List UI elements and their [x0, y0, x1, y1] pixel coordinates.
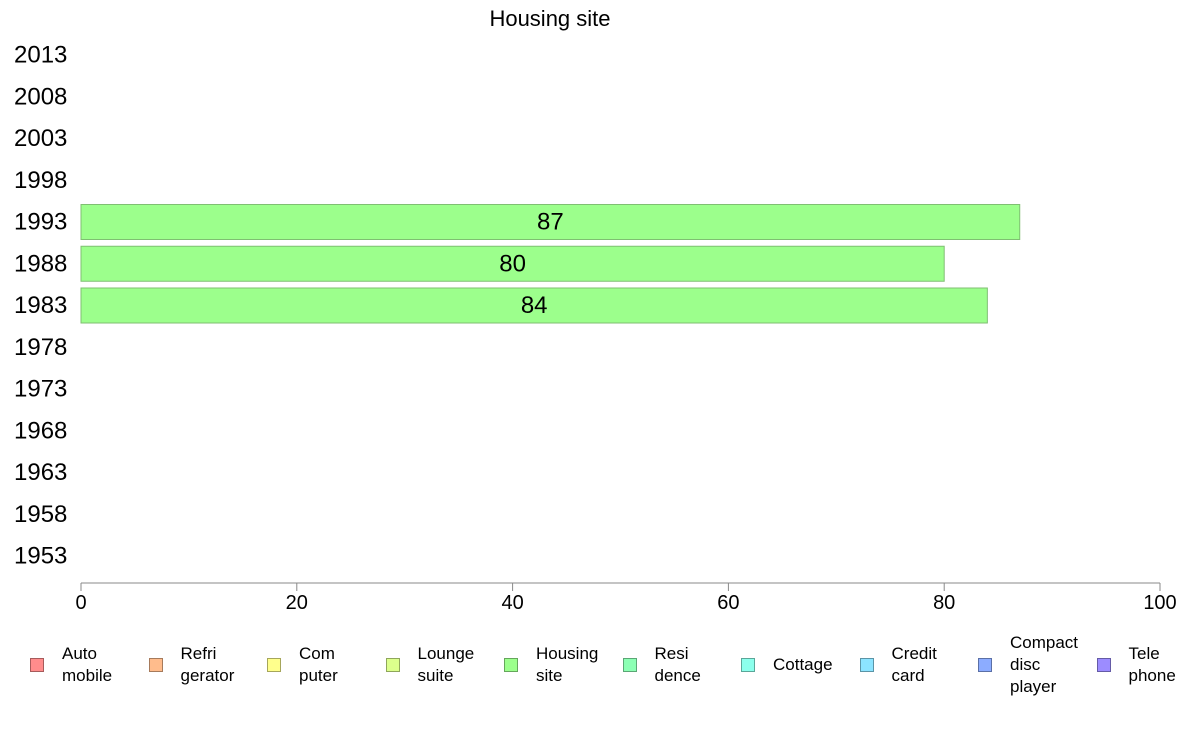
y-tick-label: 1978 — [14, 334, 67, 361]
legend-swatch — [859, 658, 874, 672]
legend-swatch — [504, 658, 518, 672]
data-label: 80 — [499, 250, 526, 277]
legend-label: Auto mobile — [62, 644, 113, 685]
x-tick-label: 60 — [717, 592, 739, 614]
chart-title: Housing site — [489, 6, 611, 31]
legend-label: Tele phone — [1128, 644, 1176, 685]
y-tick-label: 1988 — [14, 250, 67, 277]
legend-item: Tele phone — [1096, 632, 1176, 698]
legend-item: Housing site — [504, 632, 598, 698]
bar-chart: 2013 2008 2003 1998 1993 1988 1983 1978 1973 1968… — [14, 42, 1177, 615]
legend-label: Resi dence — [654, 644, 701, 685]
legend-item: Refri gerator — [148, 632, 235, 698]
data-label: 87 — [537, 209, 564, 236]
legend-item: Auto mobile — [30, 632, 112, 698]
legend-swatch — [385, 658, 400, 672]
bar — [80, 204, 1021, 240]
legend-label: Com puter — [299, 644, 338, 685]
y-tick-label: 2008 — [14, 83, 67, 110]
legend-label: Housing site — [536, 644, 599, 685]
y-tick-label: 1983 — [14, 292, 67, 319]
legend-swatch — [267, 658, 281, 672]
legend-item: Compact disc player — [978, 632, 1078, 698]
x-tick-label: 40 — [501, 592, 523, 614]
bar — [80, 287, 988, 324]
legend-item: Com puter — [267, 632, 338, 698]
bar — [80, 245, 945, 282]
x-tick-label: 80 — [933, 592, 955, 614]
data-label: 84 — [521, 292, 548, 319]
legend-label: Refri gerator — [180, 644, 235, 685]
legend-item: Cottage — [741, 632, 833, 698]
y-tick-label: 1968 — [14, 417, 67, 444]
legend-item: Credit card — [859, 632, 937, 698]
y-tick-label: 2003 — [14, 125, 67, 152]
y-tick-label: 1973 — [14, 376, 67, 403]
legend-label: Compact disc player — [1010, 633, 1079, 696]
legend-swatch — [978, 658, 992, 672]
x-tick-label: 20 — [286, 592, 308, 614]
legend-swatch — [1096, 658, 1111, 672]
legend: Auto mobile Refri gerator Com puter Lounge … — [30, 632, 1188, 712]
legend-swatch — [622, 658, 637, 672]
legend-label: Cottage — [773, 655, 833, 674]
legend-label: Credit card — [891, 644, 937, 685]
legend-swatch — [30, 658, 44, 672]
y-tick-label: 2013 — [14, 42, 67, 69]
legend-label: Lounge suite — [417, 644, 475, 685]
legend-item: Lounge suite — [385, 632, 475, 698]
y-tick-label: 1963 — [14, 459, 67, 486]
y-tick-label: 1958 — [14, 501, 67, 528]
legend-item: Resi dence — [622, 632, 701, 698]
y-tick-label: 1953 — [14, 543, 67, 570]
y-tick-label: 1998 — [14, 167, 67, 194]
x-tick-label: 0 — [75, 592, 86, 614]
y-tick-label: 1993 — [14, 209, 67, 236]
legend-swatch — [741, 658, 755, 672]
x-tick-label: 100 — [1143, 592, 1176, 614]
legend-swatch — [148, 658, 163, 672]
